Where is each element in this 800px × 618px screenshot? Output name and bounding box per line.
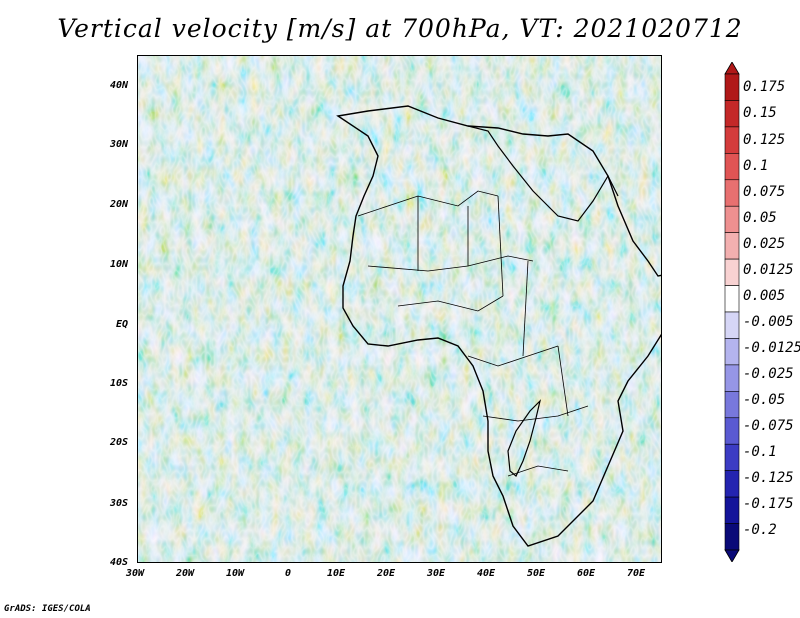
colorbar-label: 0.1 [743,158,769,174]
colorbar-label: -0.005 [743,314,794,330]
africa-coastline [336,105,661,547]
colorbar-label: -0.1 [743,444,777,460]
x-tick-label: 10W [226,568,245,579]
colorbar-segment [724,153,740,181]
x-tick-label: 0 [285,568,292,579]
colorbar-segment [724,126,740,154]
colorbar-segment [724,523,740,551]
colorbar-segment [724,232,740,260]
colorbar-label: -0.025 [743,366,794,382]
y-tick-label: 20S [110,437,129,448]
colorbar-segment [724,338,740,366]
madagascar-coastline [507,399,542,477]
y-tick-label: 40N [110,80,129,91]
colorbar-segment [724,100,740,128]
colorbar-segment [724,443,740,471]
colorbar-label: 0.05 [743,210,777,226]
y-tick-label: 10N [110,259,129,270]
colorbar-label: 0.15 [743,105,777,121]
colorbar-segment [724,311,740,339]
x-tick-label: 30W [126,568,145,579]
colorbar-label: -0.05 [743,392,786,408]
y-tick-label: 30S [110,498,129,509]
colorbar-label: 0.0125 [743,262,794,278]
x-tick-label: 70E [627,568,646,579]
y-tick-label: 40S [110,557,129,568]
y-tick-label: 30N [110,139,129,150]
x-tick-label: 20E [377,568,396,579]
colorbar-segment [724,496,740,524]
colorbar-segment [724,391,740,419]
colorbar-label: -0.175 [743,496,794,512]
country-borders [357,190,589,477]
map-title: Vertical velocity [m/s] at 700hPa, VT: 2… [57,14,743,43]
colorbar-label: -0.125 [743,470,794,486]
colorbar-segment [724,205,740,233]
colorbar-segment [724,258,740,286]
colorbar-bottom-arrow [724,549,740,562]
arabia-coastline [467,125,619,222]
map-panel [137,55,662,563]
y-tick-label: 10S [110,378,129,389]
colorbar-label: 0.005 [743,288,786,304]
y-tick-label: EQ [116,319,129,330]
colorbar-label: -0.0125 [743,340,800,356]
colorbar-label: 0.125 [743,132,786,148]
colorbar-top-arrow [724,62,740,75]
colorbar-label: 0.025 [743,236,786,252]
colorbar-label: 0.175 [743,79,786,95]
colorbar-segment [724,417,740,445]
colorbar-segment [724,285,740,313]
x-tick-label: 10E [327,568,346,579]
x-tick-label: 20W [176,568,195,579]
x-tick-label: 50E [527,568,546,579]
y-tick-label: 20N [110,199,129,210]
colorbar-segment [724,364,740,392]
colorbar-segment [724,179,740,207]
colorbar-label: -0.2 [743,522,777,538]
colorbar-segment [724,470,740,498]
grads-credit: GrADS: IGES/COLA [4,604,91,614]
vertical-velocity-field [138,56,661,562]
colorbar-segment [724,73,740,101]
colorbar-label: -0.075 [743,418,794,434]
x-tick-label: 60E [577,568,596,579]
field-streaks [138,56,661,562]
colorbar [724,62,740,562]
x-tick-label: 30E [427,568,446,579]
colorbar-label: 0.075 [743,184,786,200]
x-tick-label: 40E [477,568,496,579]
